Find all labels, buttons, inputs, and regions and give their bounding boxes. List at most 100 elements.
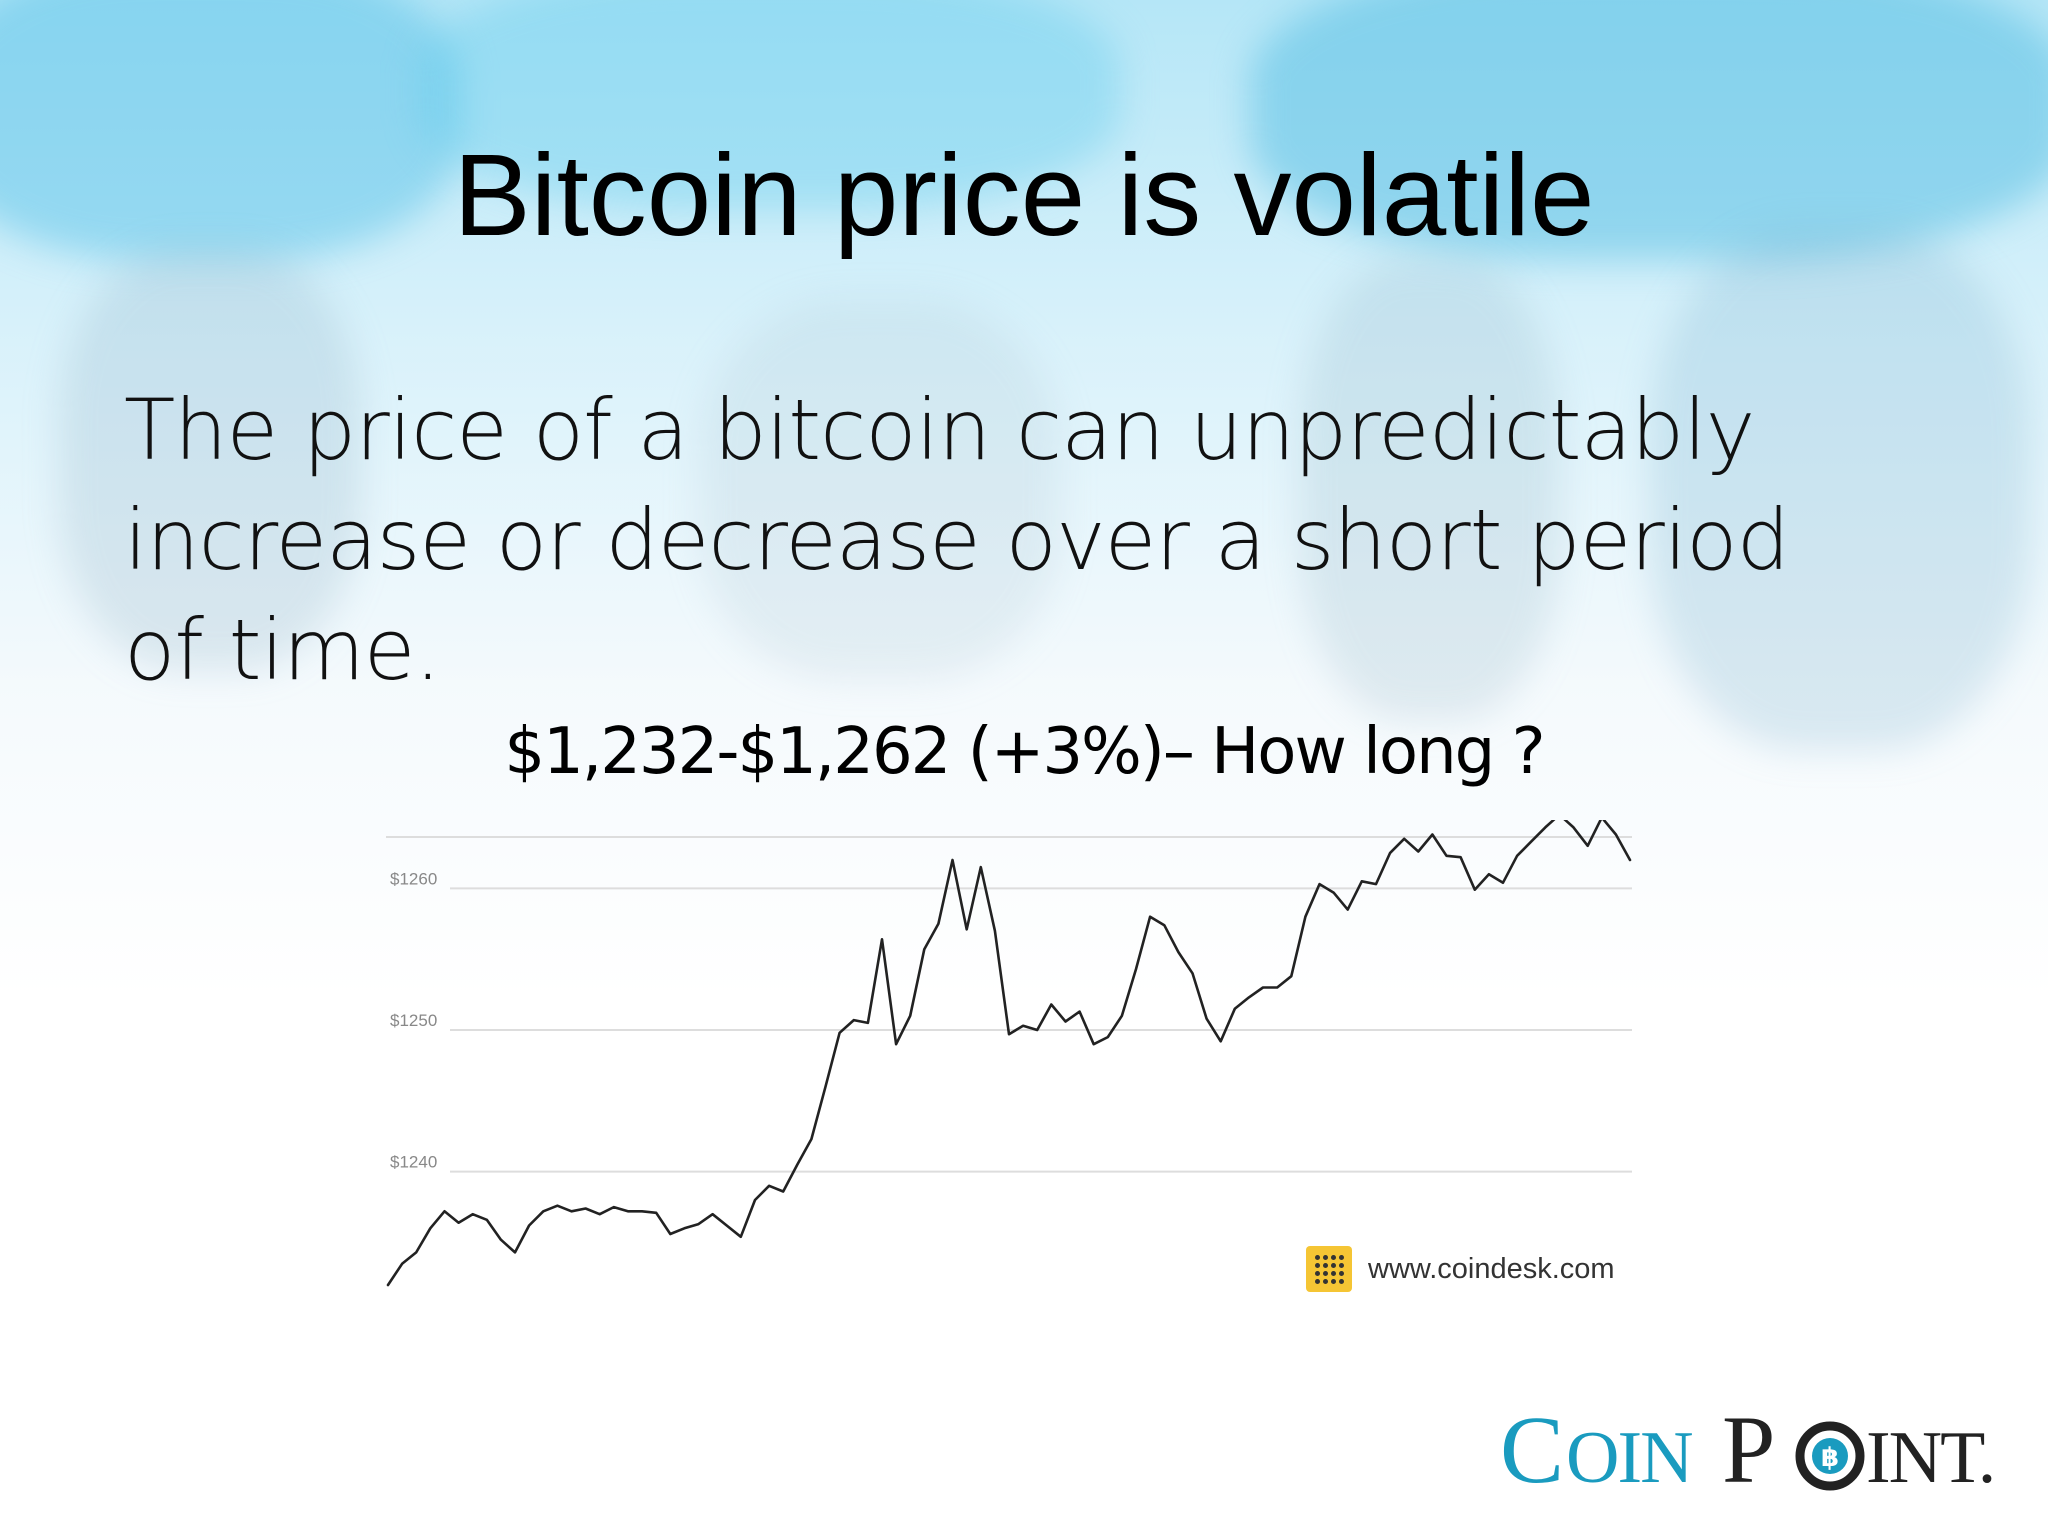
data-point	[923, 948, 925, 950]
svg-text:฿: ฿	[1821, 1443, 1839, 1473]
data-point	[839, 1032, 841, 1034]
data-point	[881, 938, 883, 940]
data-point	[726, 1225, 728, 1226]
data-point	[1191, 972, 1193, 974]
data-point	[655, 1212, 657, 1214]
data-point	[1064, 1021, 1066, 1022]
data-point	[401, 1263, 403, 1265]
data-point	[500, 1239, 502, 1241]
svg-text:P: P	[1722, 1396, 1775, 1500]
y-tick-label: $1240	[390, 1153, 437, 1172]
gridlines	[450, 887, 1632, 1173]
data-point	[1389, 852, 1391, 854]
data-point	[980, 866, 982, 868]
data-point	[556, 1205, 558, 1207]
data-point	[599, 1213, 601, 1215]
data-point	[683, 1227, 685, 1229]
data-point	[1206, 1018, 1208, 1020]
slide-body-text: The price of a bitcoin can unpredictably…	[124, 381, 1790, 699]
series-line-price	[386, 820, 1632, 1287]
data-point	[1163, 924, 1165, 926]
data-point	[895, 1043, 897, 1045]
data-point	[570, 1210, 572, 1212]
data-point	[1516, 855, 1518, 857]
data-point	[768, 1185, 770, 1187]
y-tick-label: $1260	[390, 869, 437, 888]
data-point	[1121, 1015, 1123, 1017]
data-point	[782, 1191, 784, 1192]
data-point	[1220, 1040, 1222, 1042]
data-point	[486, 1219, 488, 1221]
data-point	[613, 1206, 615, 1208]
data-point	[1177, 951, 1179, 953]
data-point	[1333, 892, 1335, 894]
data-point	[796, 1164, 798, 1166]
data-point	[1036, 1029, 1038, 1031]
data-point	[1573, 826, 1575, 828]
svg-text:INT.: INT.	[1866, 1417, 1994, 1499]
data-point	[698, 1223, 699, 1225]
data-point	[1022, 1025, 1024, 1027]
data-point	[1135, 968, 1137, 970]
data-point	[1431, 834, 1433, 835]
data-point	[1615, 834, 1617, 835]
data-point	[1107, 1036, 1109, 1038]
data-point	[909, 1015, 911, 1017]
data-point	[952, 859, 954, 861]
price-line-chart: $1240 $1250 $1260	[386, 820, 1632, 1287]
data-point	[853, 1019, 855, 1021]
data-point	[1502, 882, 1504, 884]
data-point	[1530, 841, 1532, 843]
coinpoint-logo: C OIN P ฿ INT.	[1500, 1396, 1996, 1500]
data-point	[1093, 1043, 1095, 1045]
data-point	[867, 1022, 869, 1024]
data-point	[585, 1208, 587, 1209]
data-point	[1375, 883, 1377, 885]
data-point	[966, 928, 968, 930]
y-tick-label: $1250	[390, 1011, 437, 1030]
data-point	[712, 1213, 714, 1215]
data-point	[415, 1251, 417, 1253]
data-point	[994, 930, 996, 932]
data-point	[669, 1233, 671, 1235]
data-point	[1474, 889, 1476, 891]
data-point	[1234, 1008, 1236, 1010]
data-point	[810, 1138, 812, 1140]
data-point	[1304, 916, 1306, 918]
data-point	[1587, 845, 1589, 847]
source-attribution: www.coindesk.com	[1306, 1246, 1615, 1292]
svg-text:C: C	[1500, 1396, 1561, 1500]
data-point	[443, 1210, 445, 1212]
series-points	[387, 826, 1631, 1286]
source-url: www.coindesk.com	[1368, 1252, 1615, 1285]
data-point	[627, 1210, 629, 1212]
data-point	[1544, 826, 1546, 828]
coindesk-logo-icon	[1306, 1246, 1352, 1292]
data-point	[1079, 1011, 1081, 1013]
data-point	[1403, 838, 1405, 840]
data-point	[1347, 909, 1349, 911]
slide-title: Bitcoin price is volatile	[453, 130, 1595, 260]
data-point	[1319, 883, 1320, 885]
data-point	[1149, 916, 1151, 918]
data-point	[754, 1199, 756, 1201]
data-point	[429, 1227, 431, 1229]
data-point	[1488, 873, 1490, 875]
y-axis-ticks: $1240 $1250 $1260	[390, 869, 437, 1171]
data-point	[542, 1210, 544, 1212]
data-point	[1629, 859, 1631, 861]
data-point	[740, 1236, 742, 1238]
data-point	[1417, 851, 1419, 852]
data-point	[1446, 855, 1448, 857]
data-point	[1290, 975, 1292, 977]
data-point	[387, 1284, 389, 1286]
data-point	[528, 1225, 530, 1226]
data-point	[1361, 880, 1363, 882]
data-point	[1460, 856, 1462, 858]
data-point	[1248, 996, 1250, 998]
data-point	[514, 1251, 516, 1253]
data-point	[937, 923, 939, 925]
data-point	[1276, 987, 1278, 988]
svg-text:OIN: OIN	[1566, 1417, 1692, 1499]
data-point	[1262, 987, 1264, 988]
